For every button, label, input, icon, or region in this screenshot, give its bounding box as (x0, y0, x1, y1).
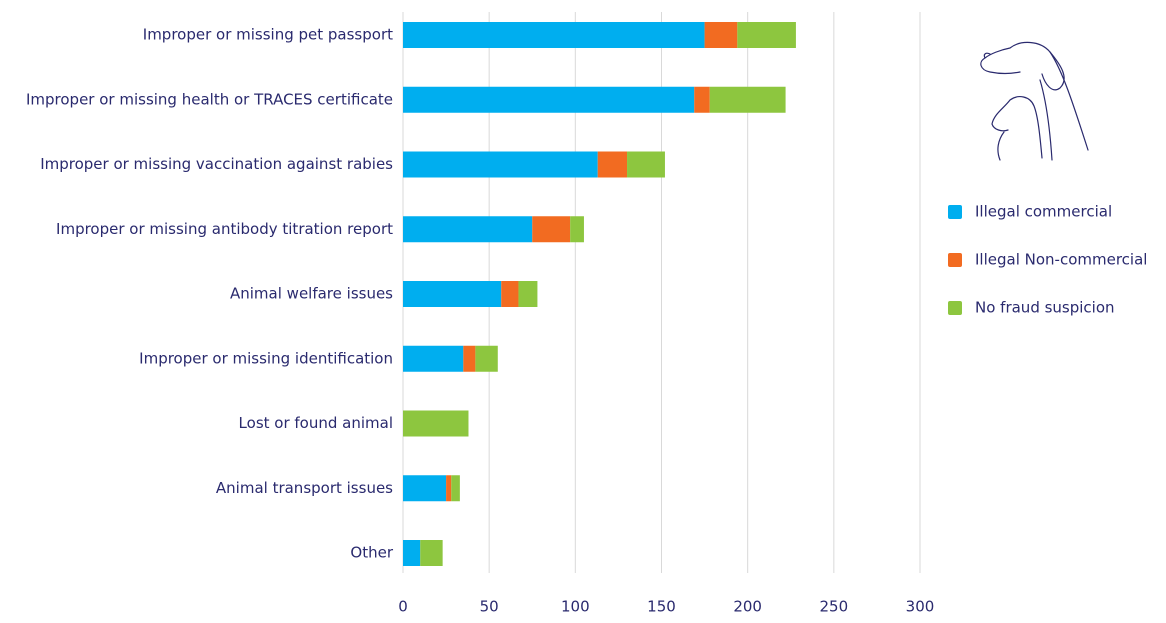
bar-segment (403, 216, 532, 242)
y-tick-label: Animal welfare issues (230, 285, 393, 303)
bar-segment (518, 281, 537, 307)
y-tick-label: Improper or missing health or TRACES cer… (26, 90, 393, 108)
x-tick-label: 50 (480, 598, 499, 616)
legend-swatch (948, 301, 962, 315)
bar-segment (737, 22, 796, 48)
bar-segment (475, 346, 497, 372)
bar-segment (532, 216, 570, 242)
bar-segment (403, 22, 705, 48)
x-tick-label: 300 (906, 598, 935, 616)
bar-segment (403, 281, 501, 307)
bar-segment (451, 475, 460, 501)
bar-segment (403, 152, 598, 178)
y-tick-label: Improper or missing identification (139, 349, 393, 367)
bar-segment (420, 540, 442, 566)
y-tick-label: Improper or missing pet passport (143, 26, 393, 44)
bar-segment (705, 22, 738, 48)
bar-segment (694, 87, 710, 113)
x-tick-label: 200 (733, 598, 762, 616)
x-tick-label: 250 (820, 598, 849, 616)
bar-segment (403, 346, 463, 372)
x-tick-label: 150 (647, 598, 676, 616)
legend-label: Illegal Non-commercial (975, 251, 1147, 269)
bar-segment (446, 475, 451, 501)
bar-segment (627, 152, 665, 178)
y-tick-label: Lost or found animal (239, 414, 393, 432)
bar-segment (403, 87, 694, 113)
y-tick-label: Animal transport issues (216, 479, 393, 497)
bar-segment (403, 475, 446, 501)
x-tick-label: 0 (398, 598, 408, 616)
legend-swatch (948, 205, 962, 219)
bar-segment (403, 411, 468, 437)
chart: 0 50 100 150 200 250 300 Improper or missing pe… (0, 0, 1166, 619)
bar-segment (598, 152, 627, 178)
pet-icon (981, 42, 1088, 160)
y-tick-label: Other (350, 544, 393, 562)
bar-segment (710, 87, 786, 113)
x-tick-label: 100 (561, 598, 590, 616)
legend-label: Illegal commercial (975, 203, 1112, 221)
y-tick-label: Improper or missing vaccination against … (40, 155, 393, 173)
legend-label: No fraud suspicion (975, 299, 1115, 317)
bar-segment (570, 216, 584, 242)
bar-segment (463, 346, 475, 372)
legend-swatch (948, 253, 962, 267)
bar-segment (501, 281, 518, 307)
y-tick-label: Improper or missing antibody titration r… (56, 220, 393, 238)
bar-segment (403, 540, 420, 566)
